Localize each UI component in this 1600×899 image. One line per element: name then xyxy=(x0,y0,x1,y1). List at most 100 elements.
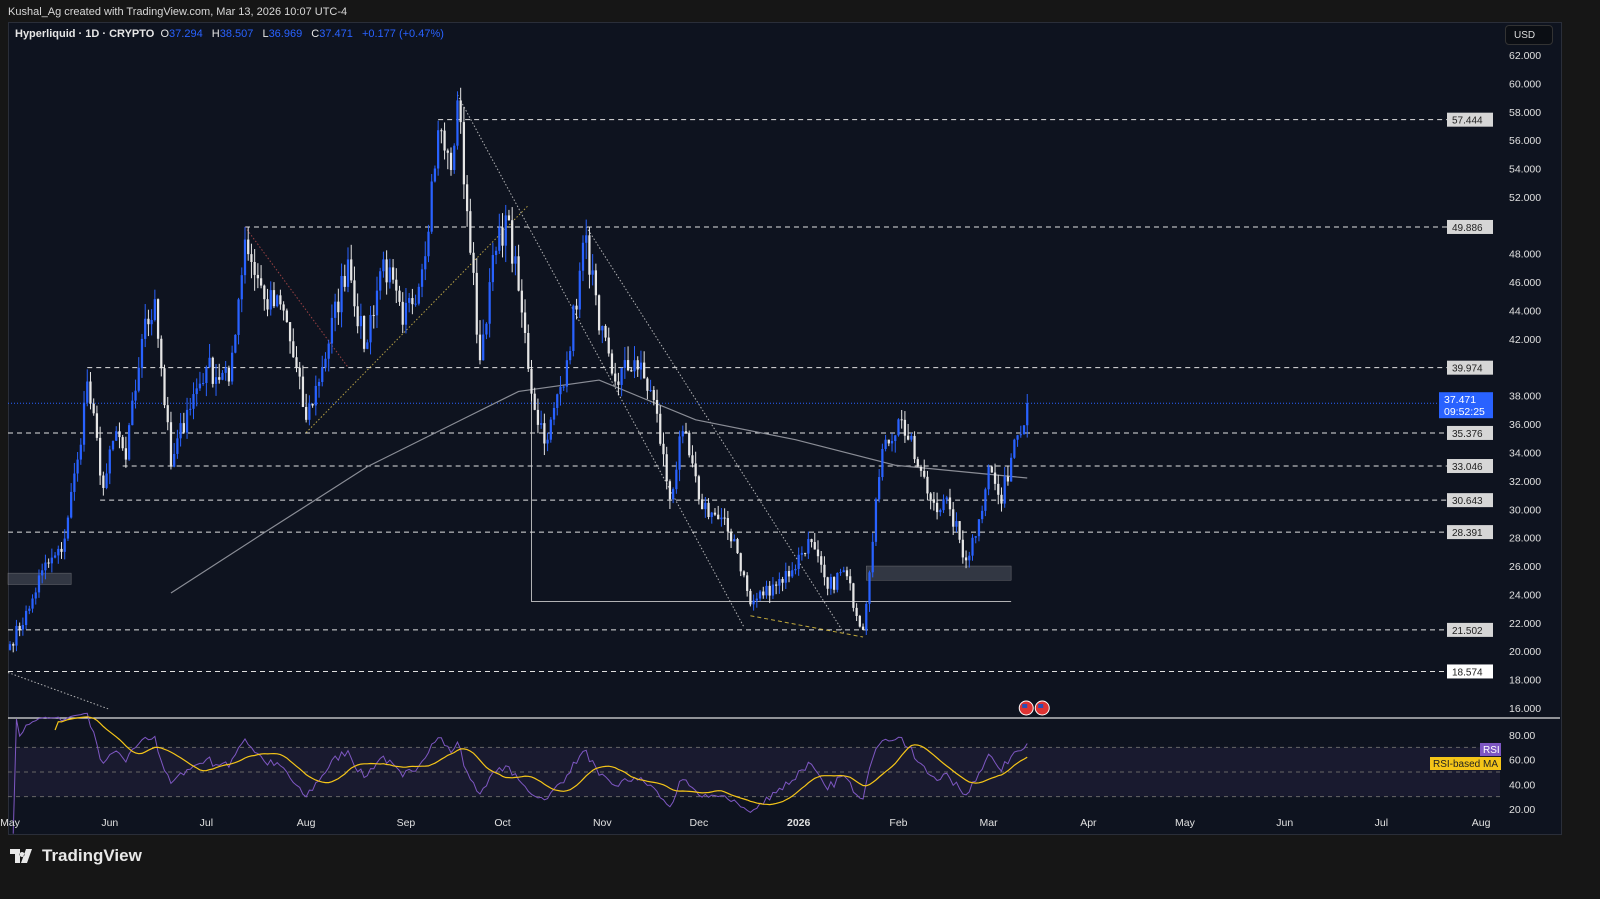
candle-body xyxy=(694,463,697,477)
tradingview-logo[interactable]: TradingView xyxy=(10,846,142,866)
candle xyxy=(459,87,462,134)
candle xyxy=(131,392,134,426)
candle xyxy=(420,263,424,298)
candle-body xyxy=(1013,439,1016,458)
candle-body xyxy=(156,299,160,339)
candle-body xyxy=(971,537,974,556)
candle-body xyxy=(140,338,144,368)
candle-body xyxy=(733,539,736,542)
candle-body xyxy=(308,403,311,420)
candle-body xyxy=(955,521,958,527)
candle-body xyxy=(256,274,259,279)
candle-body xyxy=(993,472,997,484)
candle xyxy=(964,550,968,569)
chart-credit: Kushal_Ag created with TradingView.com, … xyxy=(8,6,348,18)
candle-body xyxy=(591,270,594,275)
candle-body xyxy=(89,381,92,404)
level-label-bg xyxy=(1447,112,1493,127)
candle xyxy=(514,245,517,276)
candle xyxy=(527,324,530,372)
candle xyxy=(771,577,775,600)
candle xyxy=(66,515,70,541)
candle-body xyxy=(198,383,202,389)
candle-body xyxy=(427,231,430,257)
candle xyxy=(404,288,408,334)
candle-body xyxy=(668,481,672,500)
candle-body xyxy=(179,423,182,439)
candle xyxy=(871,533,874,578)
trend-line[interactable] xyxy=(244,226,349,368)
currency-button[interactable]: USD xyxy=(1505,25,1553,45)
candle xyxy=(523,299,527,344)
candle xyxy=(562,385,565,391)
candle-body xyxy=(70,491,73,518)
candle xyxy=(224,361,227,381)
candle xyxy=(28,605,31,615)
candle-body xyxy=(501,227,504,246)
candle xyxy=(746,572,749,597)
candle-body xyxy=(823,564,826,578)
candle-body xyxy=(21,625,25,630)
candle xyxy=(443,122,446,160)
price-axis[interactable]: 62.000 60.000 58.000 56.000 54.000 52.000 48.0… xyxy=(1509,50,1541,715)
candle xyxy=(111,440,115,452)
us-flag-icon[interactable] xyxy=(1034,700,1050,716)
rsi-pane[interactable]: 80.00 60.00 40.00 20.00 RSI RSI-based MA xyxy=(8,712,1560,834)
candle-body xyxy=(1003,476,1006,504)
time-axis[interactable]: May Jun Jul Aug Sep Oct Nov Dec 2026 Feb Mar Apr May… xyxy=(0,817,1491,829)
time-tick-label: Apr xyxy=(1080,817,1097,829)
candle xyxy=(60,542,63,559)
symbol-name[interactable]: Hyperliquid · 1D · CRYPTO xyxy=(15,28,155,40)
candle-body xyxy=(1010,457,1013,482)
candle-body xyxy=(221,372,224,380)
candle xyxy=(292,328,295,358)
candle-body xyxy=(852,583,855,608)
candle xyxy=(276,294,279,308)
candle xyxy=(424,241,427,281)
price-zone[interactable] xyxy=(866,565,1012,581)
candle xyxy=(198,371,202,391)
candle-body xyxy=(263,285,266,300)
candle xyxy=(813,532,816,550)
candle-body xyxy=(832,577,836,590)
trend-line[interactable] xyxy=(750,615,864,638)
candle xyxy=(247,227,250,261)
candle-body xyxy=(836,573,839,590)
candle-body xyxy=(797,554,800,569)
candle-body xyxy=(282,304,285,311)
candle-body xyxy=(124,448,128,460)
candle xyxy=(173,443,176,468)
us-flag-icon[interactable] xyxy=(1018,700,1034,716)
candle-body xyxy=(514,256,517,264)
candle-body xyxy=(916,459,919,467)
level-label-bg xyxy=(1447,493,1493,508)
flag-canton xyxy=(1022,704,1028,708)
candle xyxy=(221,370,224,381)
chart-frame[interactable] xyxy=(8,22,1562,835)
trend-line[interactable] xyxy=(585,226,845,634)
candle xyxy=(993,463,997,491)
candle-body xyxy=(787,571,791,577)
candle xyxy=(18,622,21,637)
candle xyxy=(417,283,420,306)
trend-line[interactable] xyxy=(305,205,529,433)
trend-line[interactable] xyxy=(530,367,1012,603)
candle-body xyxy=(1000,494,1003,504)
trend-line[interactable] xyxy=(457,94,745,628)
candle xyxy=(76,452,79,482)
candle xyxy=(588,227,591,289)
candle-body xyxy=(932,499,936,503)
trend-line[interactable] xyxy=(7,672,110,710)
candle xyxy=(881,443,884,481)
candle-body xyxy=(646,378,649,391)
candle xyxy=(8,641,12,651)
candle xyxy=(559,376,562,406)
candle xyxy=(362,315,366,353)
candle-body xyxy=(285,310,288,323)
candle-body xyxy=(527,332,530,369)
candle-body xyxy=(919,466,923,471)
candle xyxy=(211,356,214,388)
candle-body xyxy=(337,301,340,313)
candle xyxy=(939,508,942,517)
